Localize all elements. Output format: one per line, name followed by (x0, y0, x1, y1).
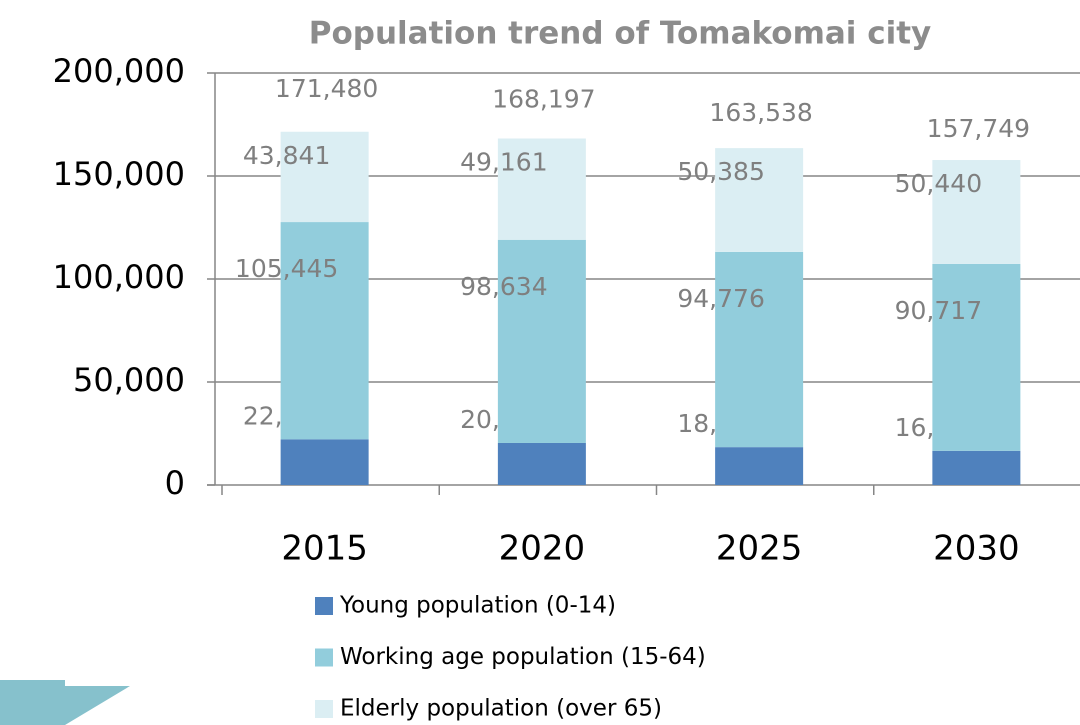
bar-segment (932, 160, 1021, 264)
data-label: 43,841 (243, 141, 330, 170)
data-label: 94,776 (677, 284, 764, 313)
x-tick-label: 2030 (933, 529, 1020, 569)
bar-segment (715, 251, 804, 448)
data-label: 105,445 (235, 254, 338, 283)
data-label: 98,634 (460, 272, 547, 301)
bar-segment (280, 222, 369, 440)
bar-segment (280, 439, 369, 485)
y-tick-label: 50,000 (73, 361, 185, 399)
data-label: 49,161 (460, 148, 547, 177)
legend-label: Elderly population (over 65) (340, 696, 662, 722)
bar-segment (932, 450, 1021, 485)
decorative-arrow (0, 680, 130, 725)
y-tick-label: 150,000 (53, 155, 185, 193)
legend-label: Working age population (15-64) (340, 644, 706, 670)
chart-title: Population trend of Tomakomai city (309, 16, 931, 52)
bar-segment (280, 131, 369, 223)
bar-segment (497, 138, 586, 240)
total-label: 171,480 (275, 74, 378, 103)
data-label: 90,717 (895, 296, 982, 325)
x-tick-label: 2025 (716, 529, 803, 569)
bar-segment (932, 263, 1021, 451)
bar-segment (497, 442, 586, 485)
data-label: 50,385 (677, 157, 764, 186)
data-label: 50,440 (895, 169, 982, 198)
total-label: 168,197 (492, 85, 595, 114)
x-tick-label: 2020 (499, 529, 586, 569)
total-label: 157,749 (927, 114, 1030, 143)
bar-segment (715, 148, 804, 252)
legend-swatch (315, 700, 333, 718)
legend-label: Young population (0-14) (339, 593, 616, 619)
y-tick-label: 200,000 (53, 52, 185, 90)
y-tick-label: 0 (165, 464, 185, 502)
bar-segment (497, 239, 586, 443)
y-tick-label: 100,000 (53, 258, 185, 296)
bar-segment (715, 447, 804, 485)
x-tick-label: 2015 (281, 529, 368, 569)
legend-swatch (315, 597, 333, 615)
legend-swatch (315, 648, 333, 667)
total-label: 163,538 (709, 98, 812, 127)
